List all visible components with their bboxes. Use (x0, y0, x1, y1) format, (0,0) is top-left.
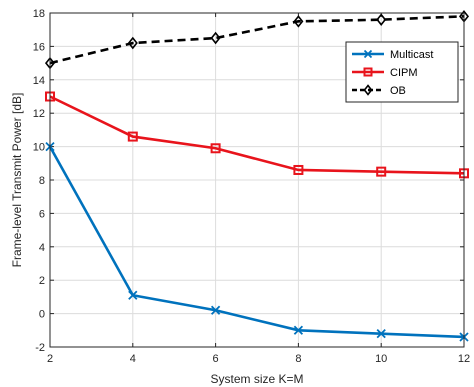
legend-item-cipm: CIPM (352, 67, 418, 79)
x-axis-label: System size K=M (210, 372, 303, 386)
x-tick-label: 10 (375, 353, 387, 365)
series-group (44, 10, 470, 342)
y-tick-label: 14 (33, 75, 45, 87)
marker-diamond (363, 84, 373, 96)
legend-label: CIPM (390, 67, 418, 79)
y-tick-label: 2 (39, 275, 45, 287)
x-tick-label: 12 (458, 353, 470, 365)
y-tick-labels: -2 0 2 4 6 8 10 12 14 16 18 (33, 8, 45, 354)
data-point-ob (376, 13, 387, 26)
y-tick-label: 6 (39, 208, 45, 220)
series-multicast (45, 141, 469, 342)
data-point-ob (127, 36, 138, 50)
y-tick-label: 0 (39, 309, 45, 321)
y-tick-label: 4 (39, 242, 45, 254)
data-point-multicast (293, 325, 304, 335)
y-tick-label: -2 (35, 342, 45, 354)
legend-item-ob: OB (352, 84, 406, 97)
x-tick-label: 6 (213, 353, 219, 365)
y-tick-label: 16 (33, 41, 45, 53)
x-tick-label: 2 (47, 353, 53, 365)
y-tick-label: 12 (33, 108, 45, 120)
data-point-multicast (376, 329, 386, 339)
data-point-cipm (293, 164, 304, 175)
y-tick-label: 10 (33, 142, 45, 154)
data-point-multicast (210, 305, 221, 315)
x-tick-label: 4 (130, 353, 136, 365)
data-point-cipm (376, 166, 387, 177)
y-tick-label: 18 (33, 8, 45, 20)
legend-item-multicast: Multicast (352, 49, 433, 61)
legend: Multicast CIPM OB (345, 41, 459, 103)
series-line-ob (49, 15, 465, 65)
series-line-multicast (48, 145, 465, 339)
x-tick-label: 8 (295, 353, 301, 365)
x-tick-labels: 2 4 6 8 10 12 (47, 353, 470, 365)
data-point-ob (210, 31, 221, 45)
y-tick-label: 8 (39, 175, 45, 187)
legend-label: OB (390, 85, 406, 97)
plot-frame (49, 12, 465, 348)
marker-square (363, 67, 373, 77)
data-point-cipm (127, 131, 138, 142)
y-axis-label: Frame-level Transmit Power [dB] (10, 93, 24, 268)
series-cipm (45, 91, 469, 179)
marker-x (363, 49, 373, 59)
legend-label: Multicast (390, 49, 433, 61)
data-point-ob (293, 15, 304, 28)
series-line-cipm (49, 95, 465, 175)
data-point-multicast (128, 290, 138, 300)
data-point-cipm (210, 143, 221, 154)
